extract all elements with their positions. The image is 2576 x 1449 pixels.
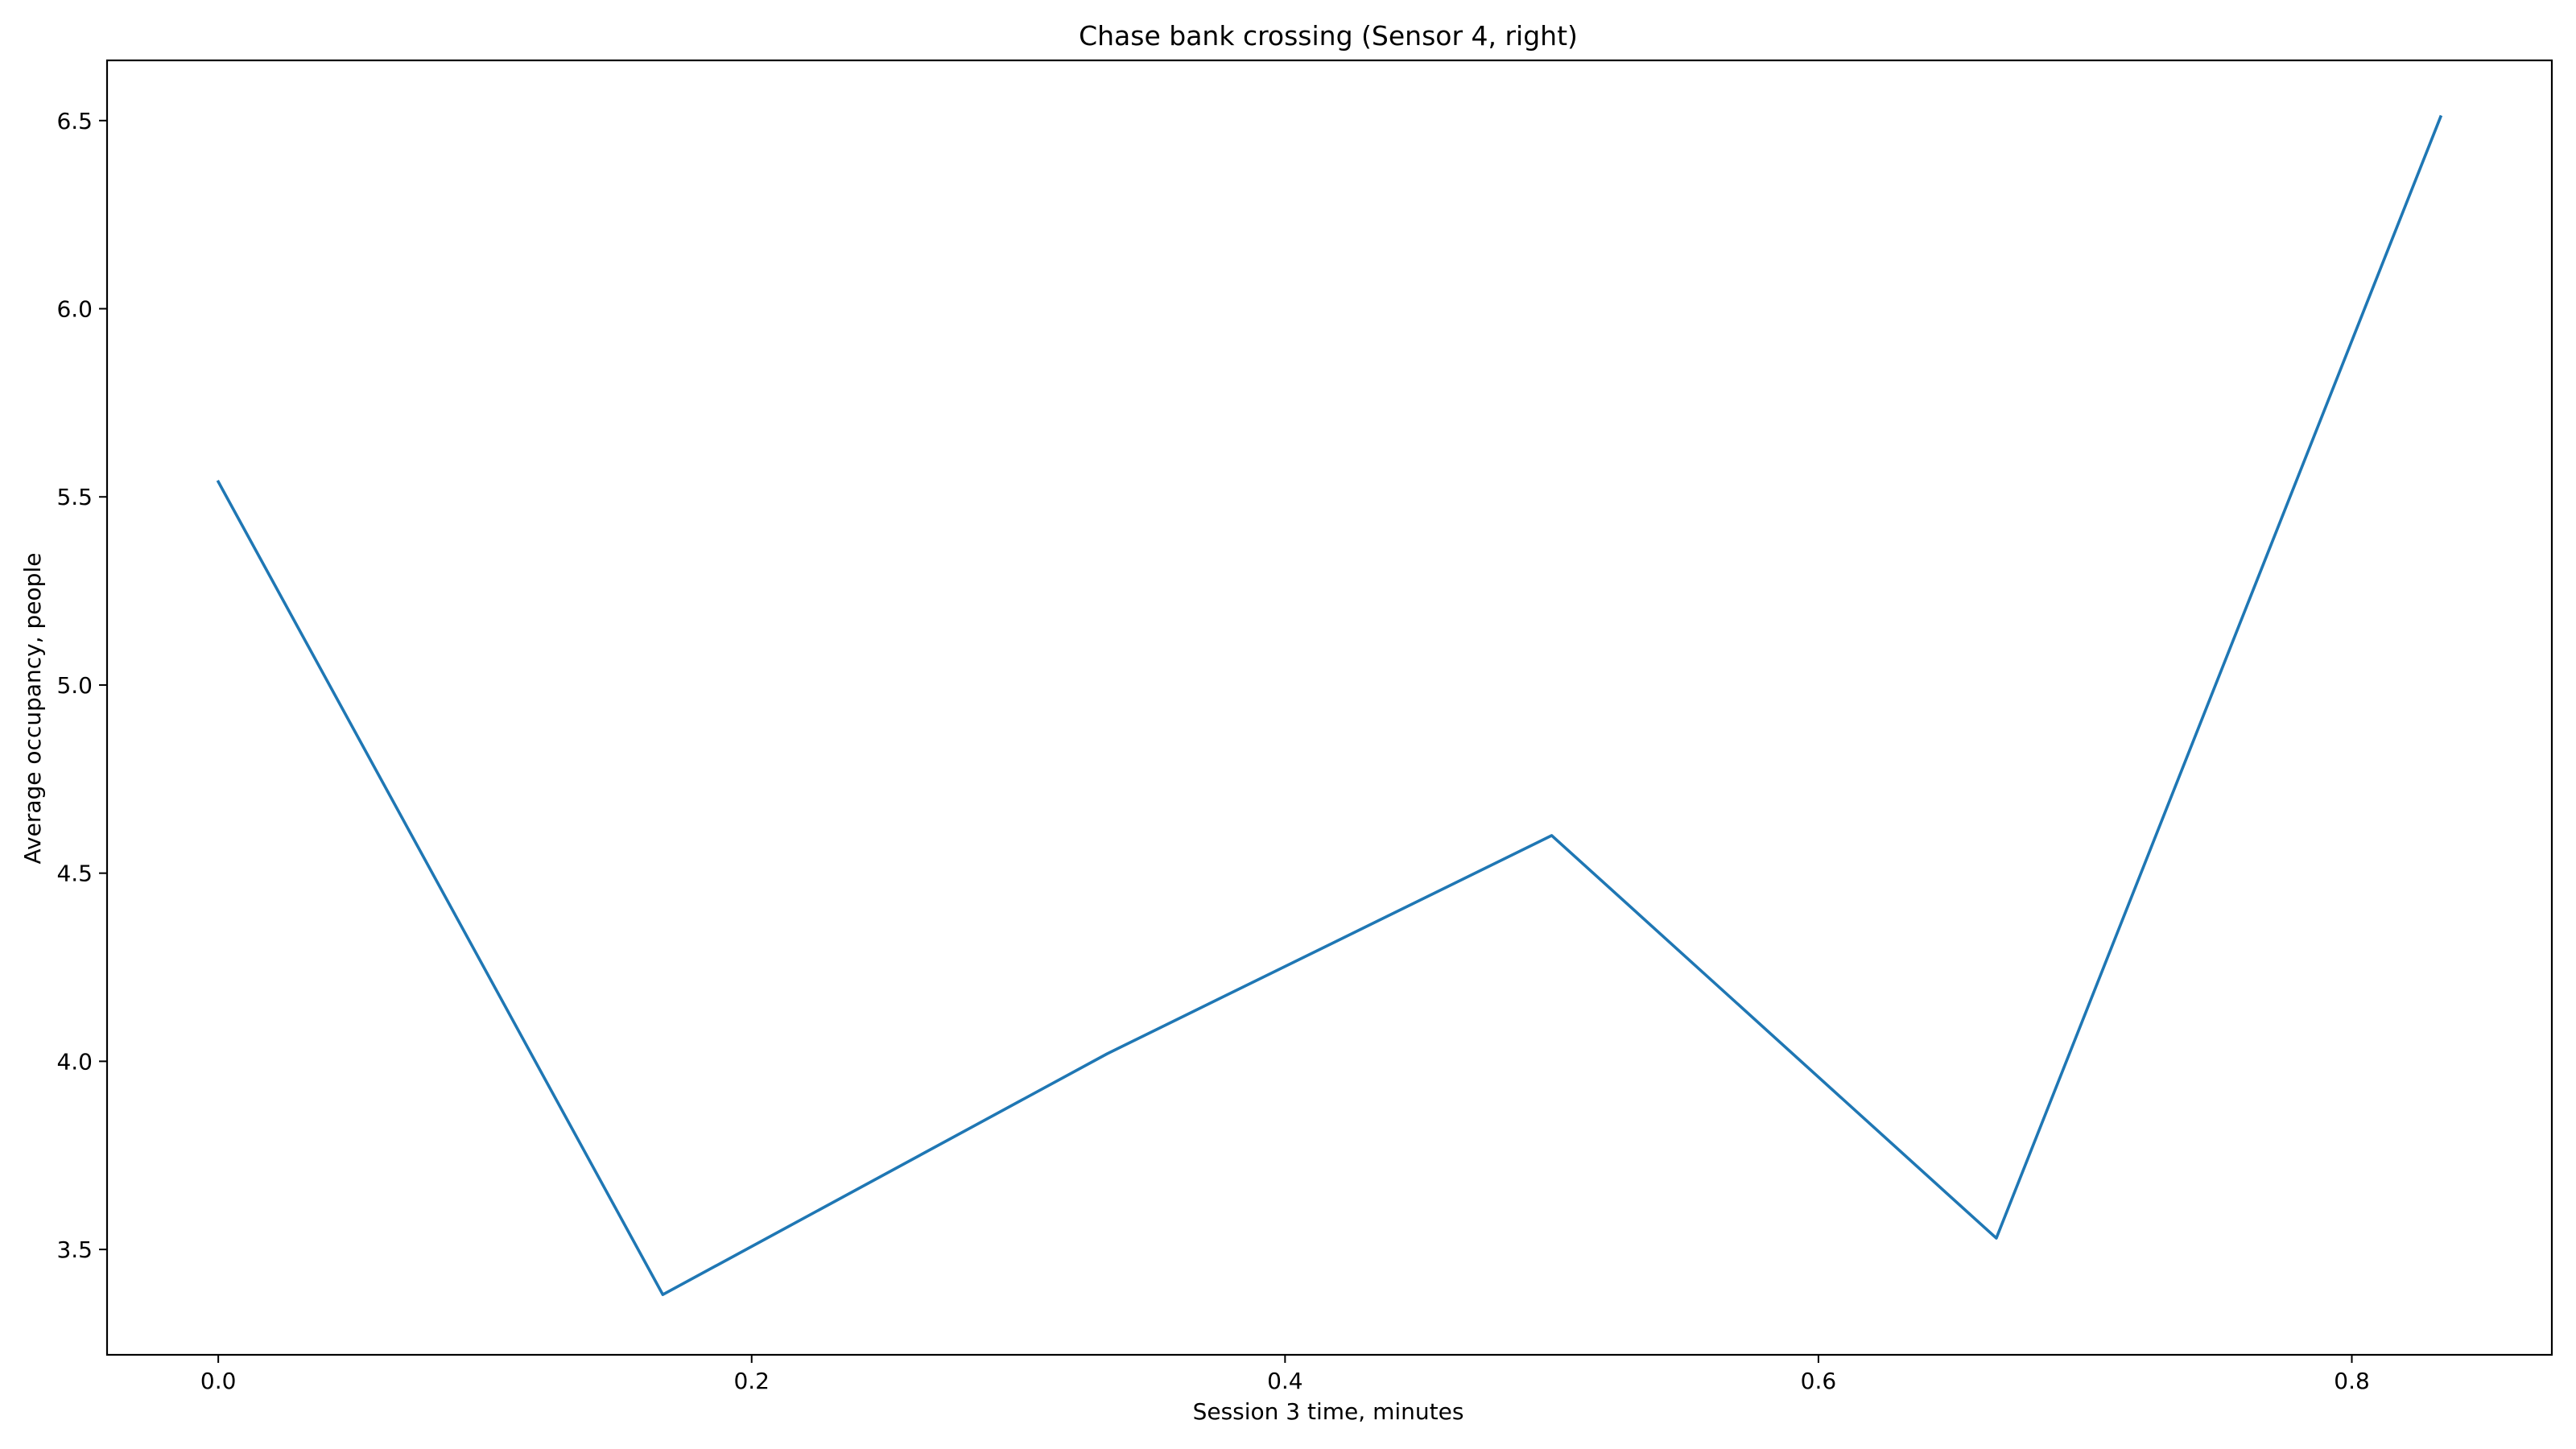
y-tick-label: 6.0	[56, 296, 93, 323]
x-tick-label: 0.2	[733, 1368, 770, 1394]
y-tick-label: 3.5	[56, 1236, 93, 1263]
y-tick-label: 6.5	[56, 108, 93, 134]
y-axis-label: Average occupancy, people	[19, 553, 46, 865]
y-tick-label: 4.0	[56, 1048, 93, 1075]
y-tick-label: 4.5	[56, 861, 93, 887]
plot-area: 0.0 0.2 0.4 0.6 0.8 3.5 4.0 4.5 5.0 5.5 6.0 6.5	[56, 59, 2553, 1394]
series-line-1	[216, 114, 2443, 1296]
x-tick-label: 0.0	[200, 1368, 237, 1394]
chart-title: Chase bank crossing (Sensor 4, right)	[1079, 20, 1578, 52]
x-axis-label: Session 3 time, minutes	[1193, 1398, 1464, 1425]
x-tick-label: 0.4	[1267, 1368, 1303, 1394]
y-tick-label: 5.0	[56, 672, 93, 699]
plot-frame	[105, 59, 2553, 1356]
x-tick-label: 0.8	[2334, 1368, 2370, 1394]
y-tick-label: 5.5	[56, 484, 93, 510]
x-tick-label: 0.6	[1801, 1368, 1837, 1394]
